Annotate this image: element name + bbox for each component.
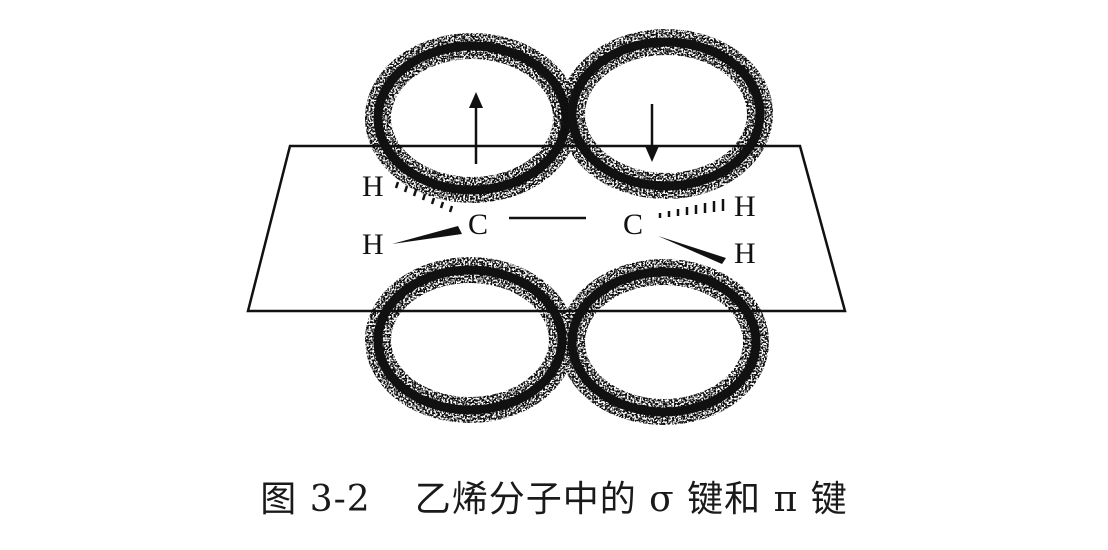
carbon-atom-left: C <box>468 208 488 241</box>
wedge-bond-lower-left <box>392 226 462 244</box>
hydrogen-atom-lower-left: H <box>362 228 384 261</box>
spin-up-arrow-icon <box>469 92 483 164</box>
figure-number: 图 3-2 <box>260 479 371 520</box>
figure-caption: 图 3-2 乙烯分子中的 σ 键和 π 键 <box>0 470 1108 522</box>
hashed-bond-upper-right <box>658 199 725 218</box>
hydrogen-atom-upper-right: H <box>734 190 756 223</box>
figure-caption-text: 乙烯分子中的 σ 键和 π 键 <box>414 479 848 520</box>
pi-lobe-lower-right <box>559 259 769 425</box>
hydrogen-atom-upper-left: H <box>362 170 384 203</box>
pi-lobe-upper-left <box>365 33 579 203</box>
diagram-canvas: C C H H H H <box>246 29 847 425</box>
hashed-bond-upper-left <box>394 181 454 213</box>
hydrogen-atom-lower-right: H <box>734 237 756 270</box>
spin-down-arrow-icon <box>645 104 659 162</box>
pi-lobe-upper-right <box>559 29 773 199</box>
wedge-bond-lower-right <box>658 236 726 264</box>
pi-lobe-lower-left <box>365 257 575 423</box>
carbon-atom-right: C <box>623 208 643 241</box>
molecular-plane <box>246 144 847 313</box>
